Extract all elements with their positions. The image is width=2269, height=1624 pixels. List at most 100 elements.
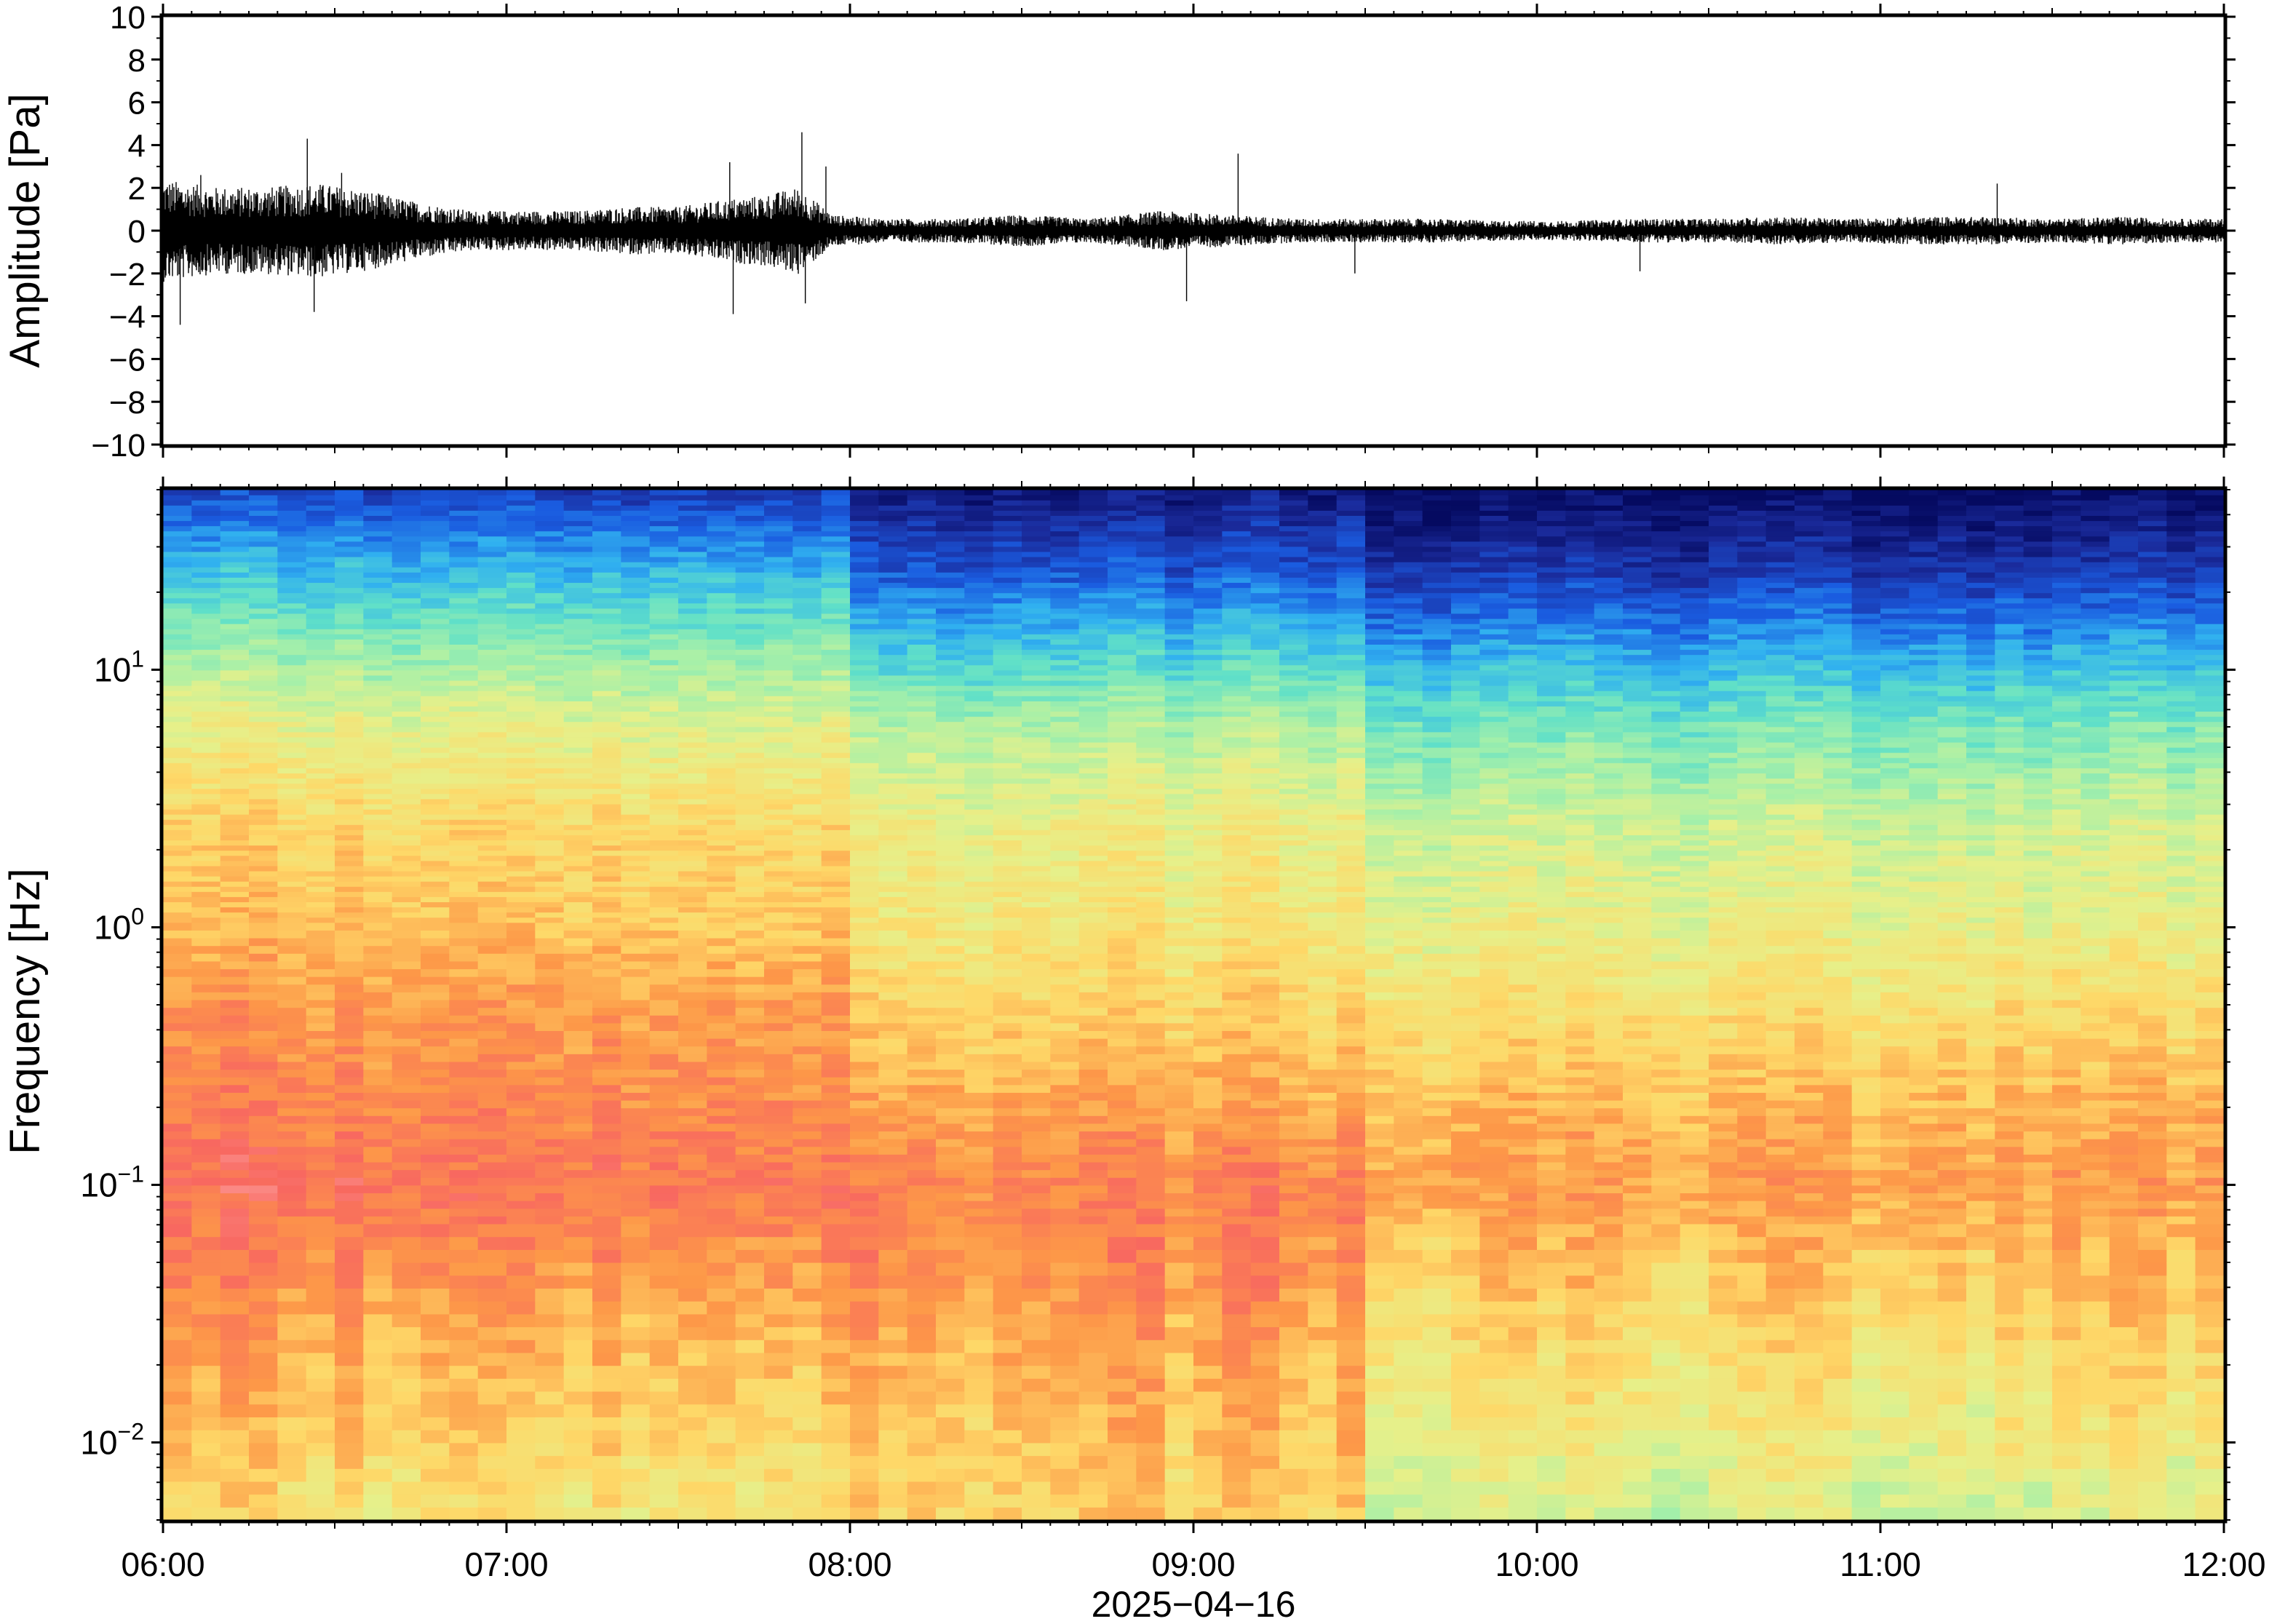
spectrogram-cell [1078,829,1108,835]
spectrogram-cell [850,1391,879,1405]
spectrogram-cell [306,587,335,594]
spectrogram-cell [220,551,250,557]
spectrogram-cell [506,1193,536,1201]
spectrogram-cell [649,536,679,542]
spectrogram-cell [449,572,479,578]
spectrogram-cell [621,1430,651,1444]
spectrogram-cell [592,572,621,578]
spectrogram-cell [821,741,851,748]
spectrogram-cell [506,1378,536,1392]
spectrogram-cell [821,1107,851,1116]
spectrogram-cell [964,855,994,861]
spectrogram-cell [735,835,765,841]
spectrogram-cell [707,567,736,573]
spectrogram-cell [506,1038,536,1047]
spectrogram-cell [707,1430,736,1444]
spectrogram-cell [191,1391,221,1405]
spectrogram-cell [821,701,851,706]
spectrogram-cell [850,1352,879,1366]
spectrogram-cell [678,937,707,947]
spectrogram-cell [649,1054,679,1062]
spectrogram-cell [792,850,822,856]
spectrogram-cell [249,1107,278,1116]
spectrogram-cell [1022,572,1051,578]
spectrogram-cell [592,1061,621,1070]
spectrogram-cell [592,814,621,820]
spectrogram-cell [936,726,965,733]
spectrogram-cell [764,783,793,789]
spectrogram-cell [764,968,793,977]
spectrogram-cell [306,1378,335,1392]
spectrogram-cell [335,829,364,835]
spectrogram-cell [792,1481,822,1495]
spectrogram-cell [850,845,879,851]
spectrogram-cell [735,618,765,624]
spectrogram-cell [707,1054,736,1062]
spectrogram-cell [792,1038,822,1047]
spectrogram-cell [907,1054,937,1062]
spectrogram-cell [249,1326,278,1340]
spectrogram-cell [191,870,221,877]
spectrogram-cell [649,582,679,589]
spectrogram-cell [392,1352,421,1366]
spectrogram-cell [392,541,421,547]
spectrogram-cell [477,1146,507,1155]
spectrogram-cell [821,798,851,805]
spectrogram-cell [764,912,793,918]
spectrogram-cell [735,664,765,671]
spectrogram-cell [477,644,507,650]
spectrogram-cell [220,716,250,723]
spectrogram-cell [993,773,1022,779]
spectrogram-cell [563,968,593,977]
spectrogram-cell [449,613,479,619]
spectrogram-cell [477,500,507,506]
spectrogram-cell [1022,659,1051,666]
spectrogram-cell [421,557,450,562]
spectrogram-cell [392,1069,421,1078]
spectrogram-cell [249,696,278,701]
spectrogram-cell [306,860,335,867]
spectrogram-cell [907,520,937,527]
spectrogram-cell [220,798,250,805]
spectrogram-cell [649,953,679,962]
spectrogram-cell [535,783,565,789]
spectrogram-cell [477,855,507,861]
spectrogram-cell [563,912,593,918]
spectrogram-cell [163,881,192,887]
spectrogram-cell [1078,1022,1108,1031]
spectrogram-cell [191,814,221,820]
spectrogram-cell [392,582,421,589]
spectrogram-cell [477,1481,507,1495]
spectrogram-cell [592,592,621,599]
spectrogram-cell [220,984,250,992]
spectrogram-cell [1050,1046,1080,1054]
spectrogram-cell [649,968,679,977]
spectrogram-cell [878,1022,908,1031]
spectrogram-cell [649,1139,679,1147]
spectrogram-cell [563,1054,593,1062]
spectrogram-cell [764,747,793,753]
spectrogram-cell [1078,930,1108,939]
spectrogram-cell [563,490,593,495]
spectrogram-cell [535,1131,565,1139]
spectrogram-cell [277,1391,307,1405]
spectrogram-cell [678,773,707,779]
spectrogram-cell [735,930,765,939]
spectrogram-cell [163,1054,192,1062]
spectrogram-cell [477,930,507,939]
spectrogram-cell [878,731,908,738]
spectrogram-cell [764,1092,793,1101]
spectrogram-cell [335,530,364,537]
spectrogram-cell [964,1352,994,1366]
spectrogram-cell [335,901,364,908]
spectrogram-cell [878,881,908,887]
spectrogram-cell [220,922,250,931]
spectrogram-cell [964,984,994,992]
spectrogram-cell [678,953,707,962]
spectrogram-cell [907,1404,937,1417]
spectrogram-cell [421,891,450,897]
spectrogram-cell [964,819,994,825]
spectrogram-cell [850,886,879,892]
spectrogram-cell [907,577,937,584]
spectrogram-cell [707,999,736,1008]
